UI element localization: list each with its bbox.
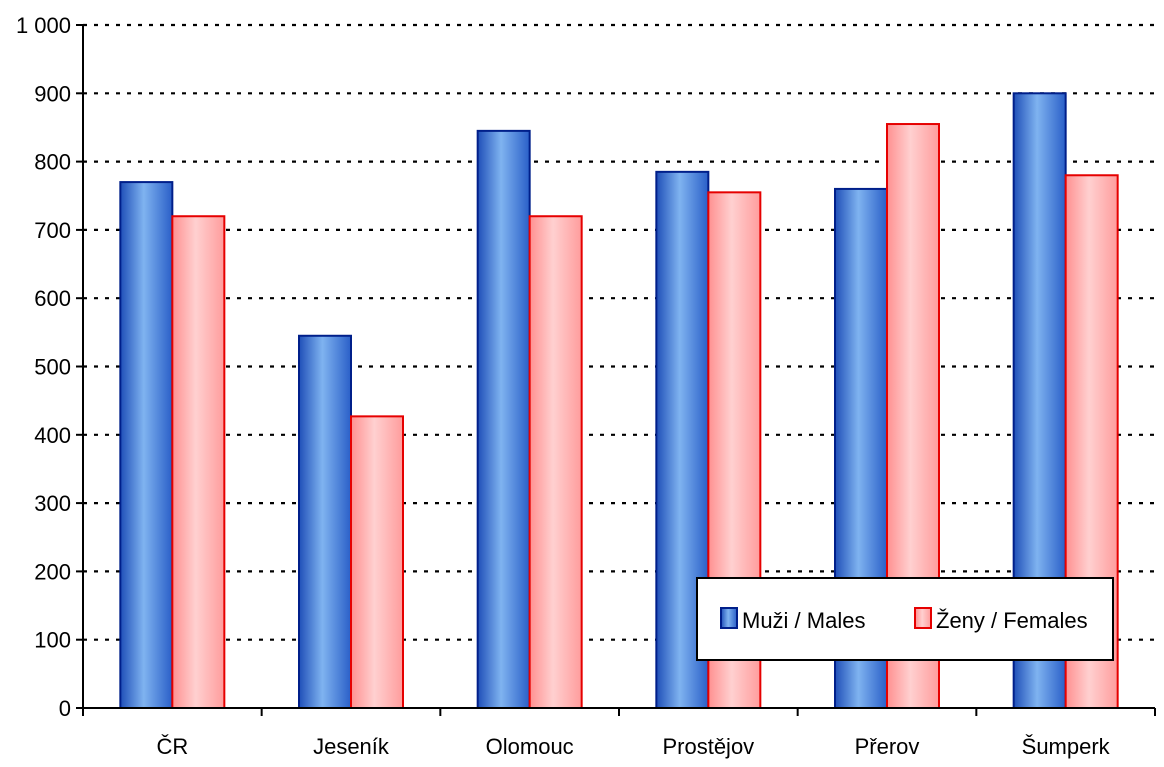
bar-females [350,415,404,709]
y-tick-label: 800 [34,150,71,175]
y-tick-label: 500 [34,355,71,380]
y-tick-label: 1 000 [16,13,71,38]
legend-label-females: Ženy / Females [936,608,1088,633]
y-tick-label: 400 [34,423,71,448]
y-tick-label: 600 [34,286,71,311]
x-axis-tick-labels: ČR Jeseník Olomouc Prostějov Přerov Šumperk [156,734,1110,759]
x-tick-label: Šumperk [1022,734,1111,759]
y-tick-label: 900 [34,81,71,106]
legend-swatch-females [914,607,932,629]
legend-box [696,577,1114,661]
bar-males [298,334,352,709]
x-tick-label: Prostějov [662,734,754,759]
bar-females [528,215,583,710]
bar-females [171,215,226,710]
bar-males [476,129,531,710]
legend-swatch-males [720,607,738,629]
x-tick-label: Přerov [855,734,920,759]
x-tick-label: Jeseník [313,734,390,759]
legend: Muži / Males Ženy / Females [696,577,1114,661]
x-tick-label: Olomouc [486,734,574,759]
legend-label-males: Muži / Males [742,608,865,633]
y-tick-label: 300 [34,491,71,516]
bar-males [119,181,174,709]
gridlines [83,23,1155,641]
axes [76,24,1156,716]
y-tick-label: 100 [34,628,71,653]
y-axis-tick-labels: 0 100 200 300 400 500 600 700 800 900 1 000 [16,13,71,721]
y-tick-label: 200 [34,559,71,584]
x-tick-label: ČR [156,734,188,759]
y-tick-label: 0 [59,696,71,721]
y-tick-label: 700 [34,218,71,243]
